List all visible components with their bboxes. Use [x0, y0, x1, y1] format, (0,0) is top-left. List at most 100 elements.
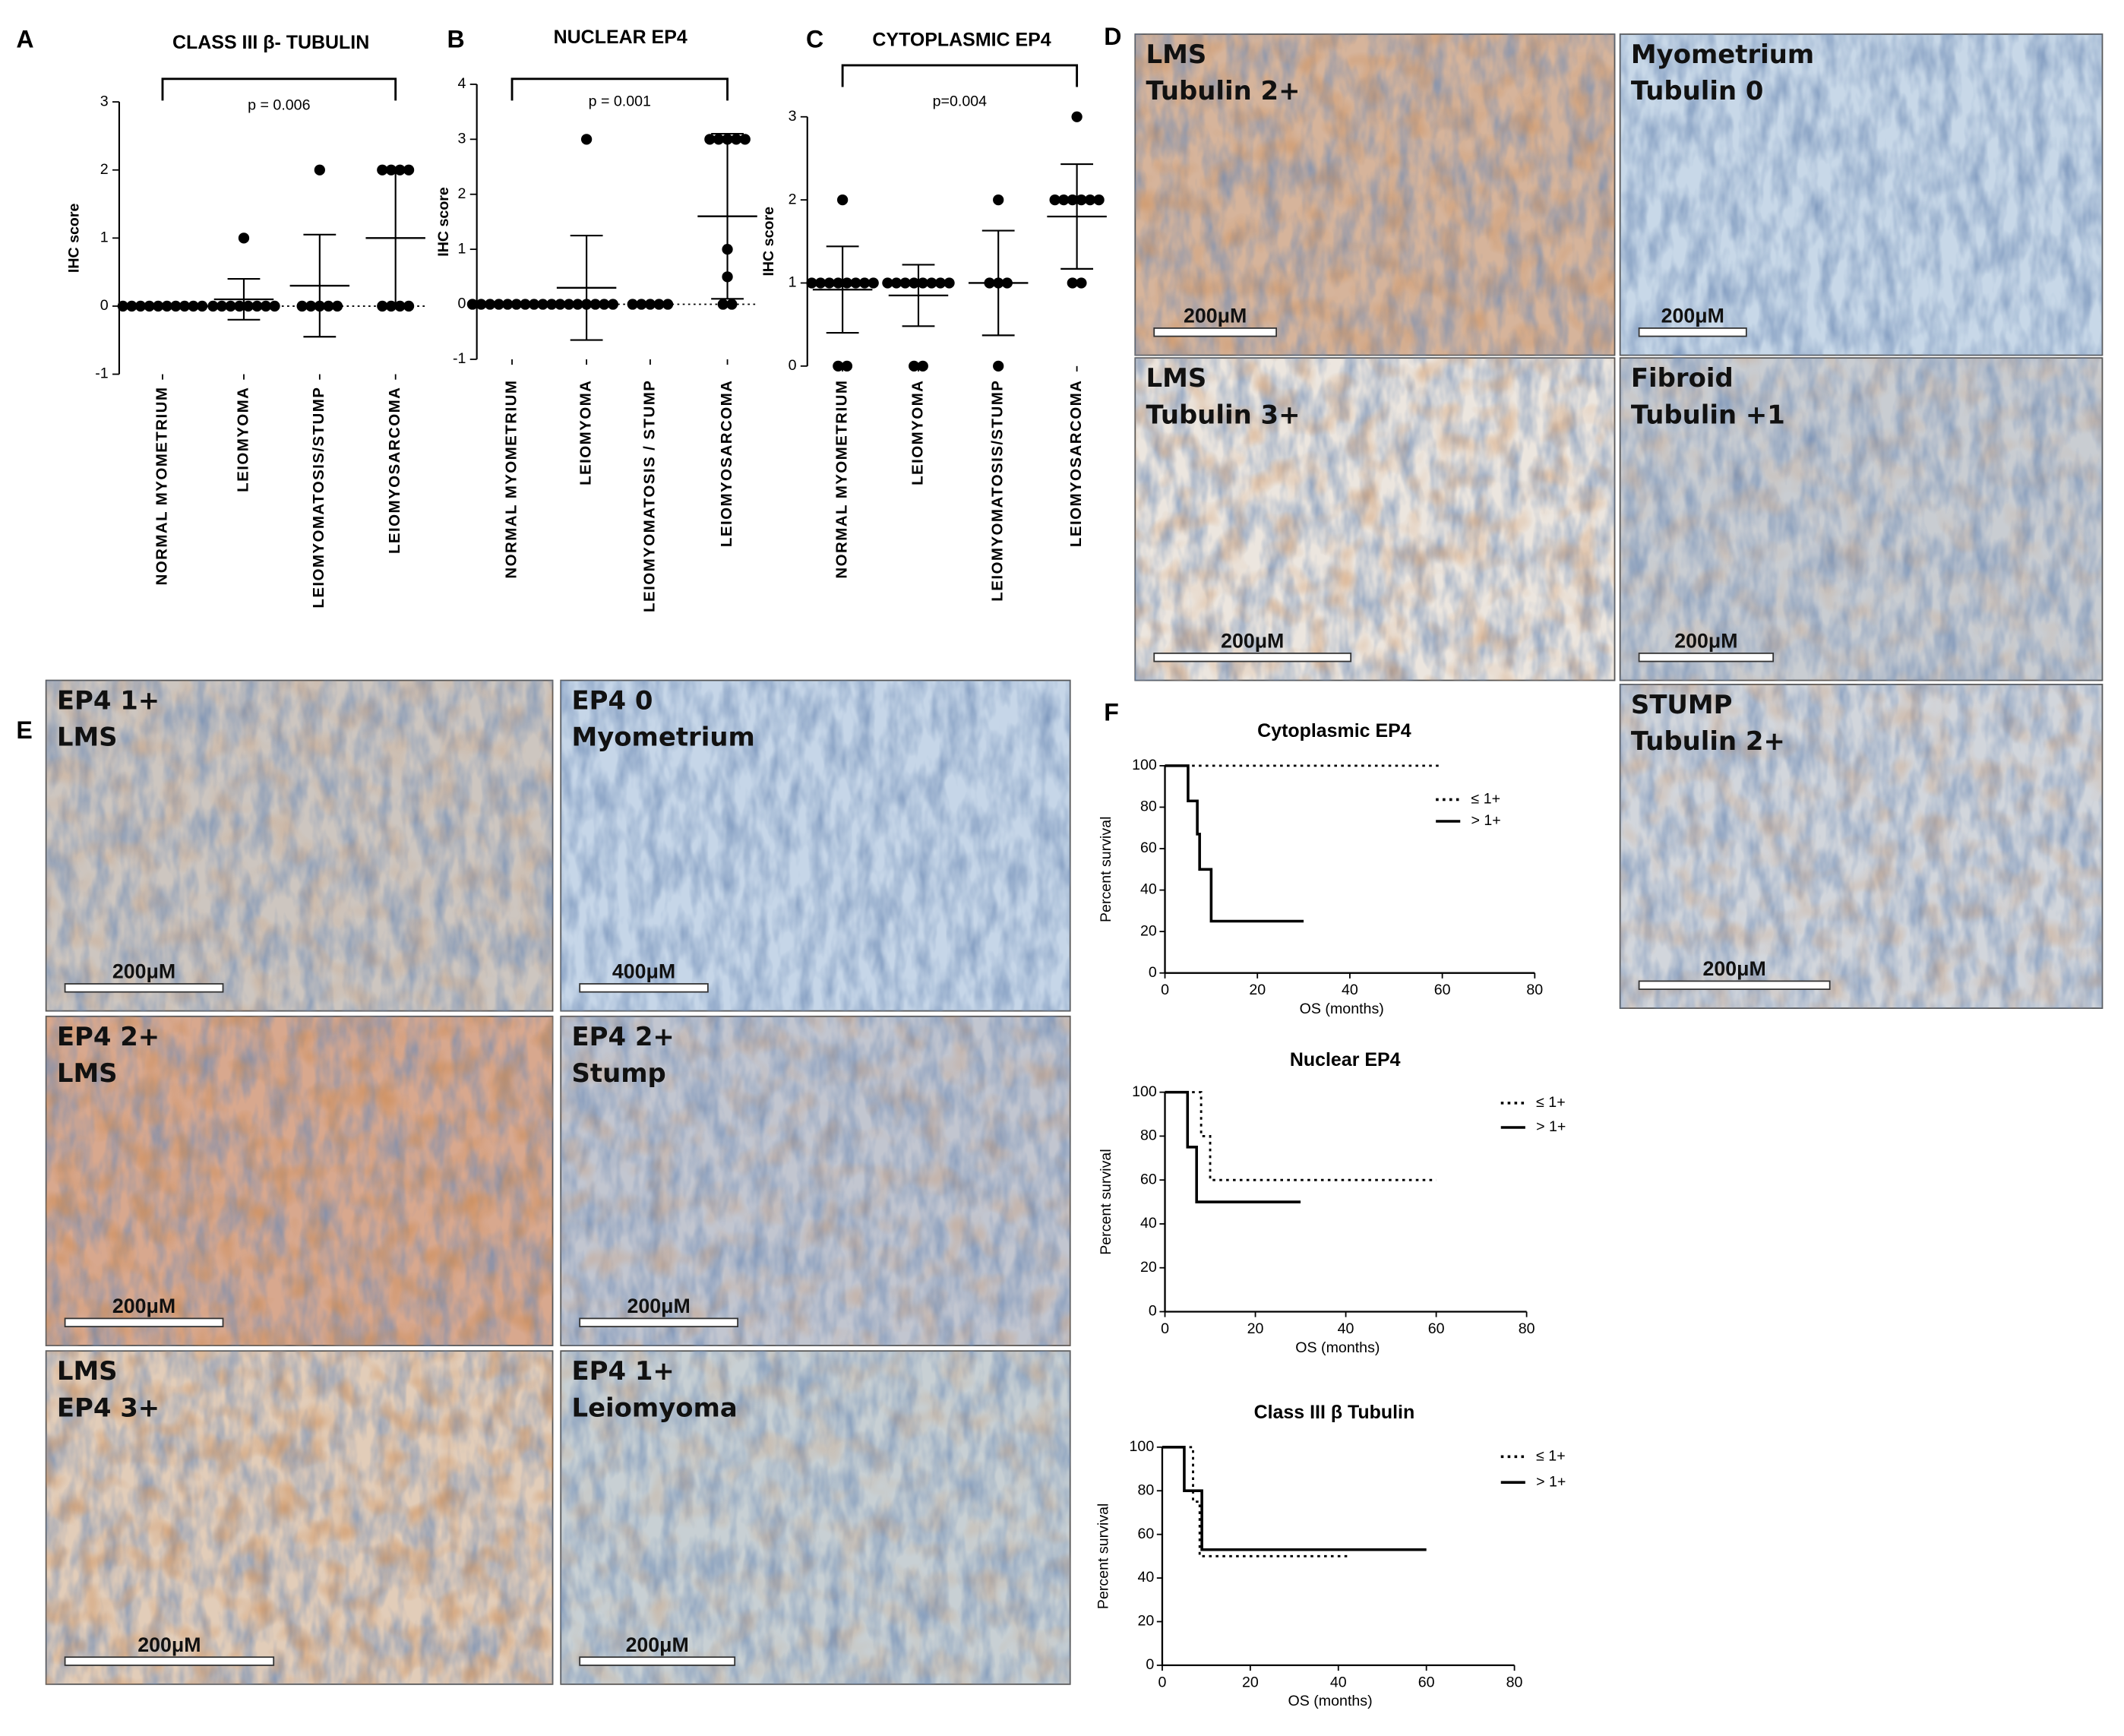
micrograph-label: Myometrium — [1631, 40, 1814, 69]
data-point — [868, 277, 879, 289]
scale-bar — [1638, 652, 1775, 662]
x-tick-label: 20 — [1242, 1674, 1259, 1690]
micrograph: LMS Tubulin 2+ 200μM — [1134, 33, 1616, 356]
scale-label: 200μM — [1221, 630, 1284, 653]
x-tick-label: LEIOMYOMA — [234, 387, 251, 492]
data-point — [644, 299, 656, 310]
micrograph: LMS Tubulin 3+ 200μM — [1134, 357, 1616, 681]
data-point — [563, 299, 575, 310]
scale-label: 200μM — [137, 1633, 201, 1656]
y-tick-label: 1 — [100, 229, 109, 246]
micrograph-label: LMS — [57, 1058, 118, 1088]
stain-texture — [1135, 358, 1615, 681]
x-axis-label: OS (months) — [1288, 1693, 1372, 1709]
micrograph-label: STUMP — [1631, 690, 1733, 719]
x-tick-label: NORMAL MYOMETRIUM — [833, 380, 851, 579]
data-point — [833, 360, 844, 372]
scale-bar — [64, 1317, 224, 1327]
data-point — [806, 277, 817, 289]
chart-title: Class III β Tubulin — [1254, 1402, 1415, 1423]
data-point — [704, 134, 716, 145]
legend-label: > 1+ — [1471, 812, 1501, 829]
data-point — [1049, 194, 1060, 206]
data-point — [520, 299, 531, 310]
data-point — [510, 299, 522, 310]
data-point — [1093, 194, 1105, 206]
legend-label: > 1+ — [1536, 1118, 1566, 1135]
data-point — [909, 360, 920, 372]
y-tick-label: 2 — [100, 161, 109, 178]
y-axis-label: IHC score — [760, 207, 777, 277]
panel-label: A — [16, 25, 33, 52]
data-point — [909, 277, 920, 289]
micrograph-label: LMS — [1146, 40, 1207, 69]
y-axis-label: Percent survival — [1098, 817, 1114, 923]
data-point — [833, 277, 844, 289]
y-tick-label: -1 — [453, 350, 466, 367]
survival-plot: Class III β Tubulin 0 20 40 60 80 0 20 40 60 80 100… — [1095, 1402, 1566, 1709]
scale-bar — [1638, 980, 1831, 990]
chart-title: NUCLEAR EP4 — [554, 27, 687, 48]
data-point — [917, 277, 928, 289]
y-tick-label: 40 — [1140, 881, 1157, 898]
stain-texture — [561, 1351, 1070, 1684]
micrograph: EP4 1+ Leiomyoma 200μM — [560, 1350, 1071, 1685]
scale-label: 200μM — [1661, 305, 1724, 327]
y-tick-label: 80 — [1140, 1127, 1157, 1144]
x-tick-label: 60 — [1434, 982, 1451, 998]
data-point — [836, 194, 849, 206]
data-point — [234, 300, 245, 312]
x-tick-label: 40 — [1342, 982, 1358, 998]
data-point — [589, 299, 601, 310]
micrograph-label: EP4 0 — [571, 686, 653, 716]
y-tick-label: 20 — [1140, 922, 1157, 939]
micrograph-label: EP4 1+ — [571, 1356, 674, 1386]
x-tick-label: 80 — [1519, 1320, 1535, 1337]
micrograph: EP4 0 Myometrium 400μM — [560, 679, 1071, 1012]
data-point — [161, 300, 172, 312]
x-tick-label: 0 — [1158, 1674, 1167, 1690]
stain-texture — [46, 680, 553, 1011]
scale-bar — [64, 983, 224, 993]
y-tick-label: 100 — [1130, 1438, 1155, 1455]
data-point — [713, 134, 725, 145]
micrograph-label: Tubulin 2+ — [1146, 76, 1301, 106]
micrograph: EP4 1+ LMS 200μM — [45, 679, 554, 1012]
data-point — [466, 299, 479, 310]
y-tick-label: 60 — [1140, 1171, 1157, 1187]
data-point — [858, 277, 871, 289]
significance-bracket — [161, 77, 397, 101]
x-axis-label: OS (months) — [1295, 1339, 1380, 1356]
data-point — [238, 232, 250, 244]
scale-bar — [579, 1656, 736, 1666]
x-tick-label: 60 — [1428, 1320, 1445, 1337]
survival-curve — [1162, 1446, 1427, 1551]
data-point — [242, 300, 254, 312]
data-point — [1071, 111, 1083, 122]
x-tick-label: 80 — [1506, 1674, 1523, 1690]
x-tick-label: LEIOMYOSARCOMA — [1067, 380, 1085, 547]
data-point — [528, 299, 540, 310]
data-point — [662, 299, 674, 310]
y-tick-label: 60 — [1137, 1526, 1154, 1542]
panel-label: D — [1104, 23, 1121, 50]
data-point — [1067, 277, 1078, 289]
scale-label: 200μM — [1703, 957, 1766, 980]
significance-bracket — [510, 77, 729, 101]
y-tick-label: 60 — [1140, 840, 1157, 856]
survival-curve — [1162, 1446, 1348, 1557]
stain-texture — [46, 1351, 553, 1684]
stain-texture — [46, 1016, 553, 1346]
data-point — [476, 299, 487, 310]
data-point — [323, 300, 334, 312]
x-tick-label: LEIOMYOMA — [577, 380, 595, 485]
legend-label: ≤ 1+ — [1536, 1094, 1566, 1111]
scale-label: 200μM — [1184, 305, 1247, 327]
y-tick-label: 100 — [1132, 1083, 1157, 1100]
micrograph: EP4 2+ Stump 200μM — [560, 1015, 1071, 1346]
micrograph-label: Tubulin 3+ — [1146, 400, 1301, 429]
micrograph-label: Tubulin 2+ — [1631, 726, 1785, 756]
dot-plot: NUCLEAR EP4 -1 0 1 2 3 4 IHC score NORMAL MYOMET… — [435, 27, 759, 612]
data-point — [305, 300, 317, 312]
data-point — [216, 300, 228, 312]
